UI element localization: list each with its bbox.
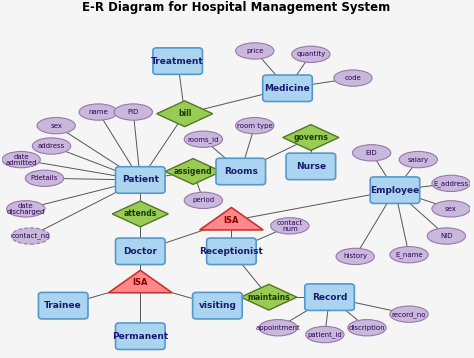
Text: Trainee: Trainee: [44, 301, 82, 310]
Ellipse shape: [236, 43, 274, 59]
Ellipse shape: [259, 320, 297, 336]
Text: sex: sex: [445, 206, 457, 212]
FancyBboxPatch shape: [116, 167, 165, 193]
FancyBboxPatch shape: [153, 48, 202, 74]
Text: period: period: [192, 197, 214, 203]
Ellipse shape: [79, 104, 118, 120]
Text: Treatment: Treatment: [151, 57, 204, 66]
Text: contact_no: contact_no: [11, 233, 50, 240]
Text: date
discharged: date discharged: [7, 203, 45, 215]
Text: governs: governs: [293, 133, 328, 142]
Ellipse shape: [32, 138, 71, 154]
Text: ISA: ISA: [133, 279, 148, 287]
Text: Doctor: Doctor: [123, 247, 157, 256]
Text: date
admitted: date admitted: [5, 154, 37, 166]
Polygon shape: [156, 101, 213, 127]
Ellipse shape: [427, 228, 465, 244]
Text: room type: room type: [237, 123, 273, 129]
Text: Permanent: Permanent: [112, 332, 168, 341]
Text: salary: salary: [408, 156, 429, 163]
Text: sex: sex: [50, 123, 62, 129]
Text: address: address: [38, 143, 65, 149]
Ellipse shape: [11, 228, 50, 244]
FancyBboxPatch shape: [263, 75, 312, 102]
Polygon shape: [283, 125, 339, 150]
Text: Record: Record: [312, 293, 347, 302]
Text: Nurse: Nurse: [296, 162, 326, 171]
FancyBboxPatch shape: [305, 284, 355, 310]
Ellipse shape: [114, 104, 153, 120]
FancyBboxPatch shape: [116, 323, 165, 349]
Polygon shape: [109, 270, 172, 293]
Ellipse shape: [399, 151, 438, 168]
FancyBboxPatch shape: [116, 238, 165, 265]
Ellipse shape: [348, 320, 386, 336]
Text: Pdetails: Pdetails: [31, 175, 58, 181]
Text: contact
num: contact num: [277, 220, 303, 232]
Polygon shape: [200, 208, 263, 230]
Text: maintains: maintains: [247, 293, 290, 302]
Polygon shape: [241, 284, 297, 310]
Text: record_no: record_no: [392, 311, 426, 318]
Text: quantity: quantity: [296, 51, 326, 57]
Ellipse shape: [184, 192, 222, 208]
Text: Receptionist: Receptionist: [200, 247, 264, 256]
Text: PID: PID: [128, 109, 139, 115]
Ellipse shape: [432, 201, 470, 217]
Text: E_name: E_name: [395, 251, 423, 258]
Text: patient_id: patient_id: [308, 331, 342, 338]
Ellipse shape: [390, 306, 428, 322]
Text: Rooms: Rooms: [224, 167, 258, 176]
Ellipse shape: [432, 175, 470, 192]
Text: Patient: Patient: [122, 175, 159, 184]
Ellipse shape: [306, 326, 344, 343]
Text: NID: NID: [440, 233, 453, 239]
Ellipse shape: [184, 131, 222, 147]
Text: rooms_id: rooms_id: [188, 136, 219, 142]
Text: Medicine: Medicine: [264, 84, 310, 93]
Text: bill: bill: [178, 109, 191, 118]
Text: ISA: ISA: [224, 216, 239, 224]
Polygon shape: [165, 159, 221, 184]
Ellipse shape: [7, 201, 45, 217]
Text: Employee: Employee: [370, 186, 419, 195]
Ellipse shape: [336, 248, 374, 265]
Text: visiting: visiting: [199, 301, 237, 310]
Ellipse shape: [236, 117, 274, 134]
Text: discription: discription: [348, 325, 385, 331]
Text: EID: EID: [366, 150, 377, 156]
Text: history: history: [343, 253, 367, 260]
Ellipse shape: [25, 170, 64, 187]
Polygon shape: [112, 201, 168, 227]
FancyBboxPatch shape: [370, 177, 420, 203]
FancyBboxPatch shape: [38, 292, 88, 319]
Text: attends: attends: [124, 209, 157, 218]
Ellipse shape: [37, 117, 75, 134]
Ellipse shape: [353, 145, 391, 161]
Text: price: price: [246, 48, 264, 54]
Ellipse shape: [292, 46, 330, 62]
Ellipse shape: [390, 247, 428, 263]
FancyBboxPatch shape: [286, 153, 336, 180]
FancyBboxPatch shape: [192, 292, 242, 319]
Text: code: code: [345, 75, 361, 81]
FancyBboxPatch shape: [207, 238, 256, 265]
Title: E-R Diagram for Hospital Management System: E-R Diagram for Hospital Management Syst…: [82, 1, 390, 14]
Text: name: name: [88, 109, 108, 115]
Ellipse shape: [2, 151, 40, 168]
Text: appointment: appointment: [256, 325, 301, 331]
Ellipse shape: [334, 70, 372, 86]
Ellipse shape: [271, 218, 309, 234]
Text: E_address: E_address: [434, 180, 469, 187]
FancyBboxPatch shape: [216, 158, 265, 185]
Text: assigend: assigend: [174, 167, 212, 176]
